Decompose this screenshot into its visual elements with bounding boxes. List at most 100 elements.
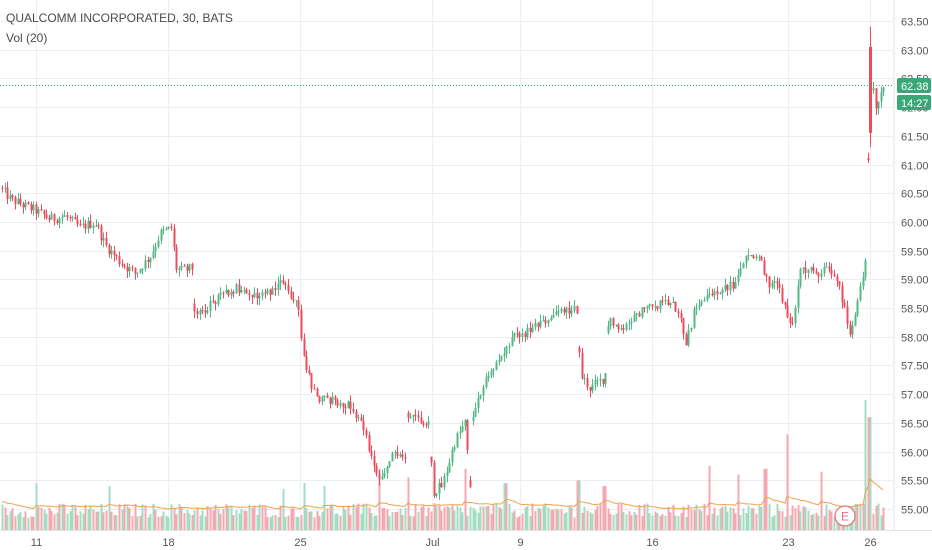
candle-body xyxy=(781,287,784,303)
candle-body xyxy=(446,471,449,477)
candle-body xyxy=(173,228,176,248)
candle-body xyxy=(131,267,134,269)
volume-bar xyxy=(362,503,365,530)
volume-bar xyxy=(27,517,30,530)
candle-body xyxy=(768,276,771,288)
volume-bar xyxy=(14,516,17,530)
candle-body xyxy=(833,274,836,277)
candle-body xyxy=(6,187,9,200)
candle-body xyxy=(264,292,267,294)
candle-body xyxy=(425,424,428,426)
volume-bar xyxy=(212,510,215,530)
candle-body xyxy=(40,209,43,211)
volume-bar xyxy=(261,505,264,530)
candle-body xyxy=(22,204,25,208)
volume-bar xyxy=(6,515,9,530)
candle-body xyxy=(820,273,823,277)
candle-body xyxy=(427,421,430,425)
candle-body xyxy=(196,311,199,315)
volume-bar xyxy=(134,503,137,530)
candle-body xyxy=(178,268,181,270)
volume-bar xyxy=(219,513,222,530)
volume-bar xyxy=(638,505,641,530)
candle-body xyxy=(206,311,209,313)
volume-bar xyxy=(604,486,607,530)
volume-bar xyxy=(173,508,176,530)
candle-body xyxy=(209,300,212,312)
candle-body xyxy=(690,327,693,331)
candle-body xyxy=(344,407,347,409)
volume-bar xyxy=(274,515,277,530)
candle-body xyxy=(726,285,729,291)
volume-bar xyxy=(752,508,755,530)
volume-bar xyxy=(820,471,823,530)
volume-bar xyxy=(323,486,326,530)
candle-body xyxy=(430,456,433,463)
candle-body xyxy=(661,300,664,302)
volume-bar xyxy=(45,513,48,530)
volume-bar xyxy=(113,515,116,530)
candle-body xyxy=(461,426,464,432)
time-axis[interactable]: 11 18 25 Jul 9 16 23 26 xyxy=(31,537,877,549)
volume-bar xyxy=(695,504,698,530)
candle-body xyxy=(511,337,514,347)
candle-body xyxy=(407,412,410,418)
candle-body xyxy=(271,288,274,295)
y-tick-label: 63.00 xyxy=(901,46,929,58)
volume-bar xyxy=(61,503,64,530)
candle-body xyxy=(61,217,64,219)
volume-bar xyxy=(456,505,459,530)
volume-bar xyxy=(755,513,758,530)
candle-body xyxy=(648,304,651,307)
candle-body xyxy=(737,274,740,282)
volume-bar xyxy=(128,507,131,530)
volume-bar xyxy=(453,510,456,530)
candle-body xyxy=(607,326,610,333)
volume-bar xyxy=(157,516,160,530)
volume-bar xyxy=(321,512,324,530)
candle-body xyxy=(557,311,560,313)
volume-bar xyxy=(136,516,139,530)
candle-body xyxy=(180,265,183,269)
volume-bar xyxy=(82,513,85,530)
y-tick-label: 58.00 xyxy=(901,333,929,345)
volume-bar xyxy=(115,515,118,530)
volume-bar xyxy=(664,515,667,530)
candle-body xyxy=(152,251,155,258)
volume-bar xyxy=(607,508,610,530)
candle-body xyxy=(123,265,126,267)
candle-body xyxy=(347,401,350,409)
candle-body xyxy=(872,88,875,91)
candle-body xyxy=(789,317,792,323)
candle-body xyxy=(539,320,542,327)
volume-bar xyxy=(570,507,573,530)
volume-bar xyxy=(537,507,540,530)
candle-body xyxy=(716,291,719,295)
candle-body xyxy=(63,215,66,218)
candle-body xyxy=(383,472,386,477)
volume-bar xyxy=(404,507,407,530)
candle-body xyxy=(544,320,547,324)
candle-body xyxy=(742,263,745,269)
volume-bar xyxy=(498,506,501,530)
candle-body xyxy=(791,322,794,324)
candle-body xyxy=(547,319,550,324)
candle-body xyxy=(227,290,230,296)
candle-body xyxy=(794,307,797,324)
volume-bar xyxy=(872,513,875,530)
candle-body xyxy=(854,315,857,326)
volume-bar xyxy=(867,417,870,530)
candle-body xyxy=(838,281,841,286)
candle-body xyxy=(412,414,415,417)
volume-bar xyxy=(563,513,566,530)
volume-bar xyxy=(789,515,792,530)
candle-body xyxy=(568,307,571,314)
candle-body xyxy=(66,215,69,218)
y-tick-label: 61.00 xyxy=(901,161,929,173)
volume-bar xyxy=(620,503,623,530)
candle-body xyxy=(183,265,186,267)
earnings-marker[interactable]: E xyxy=(834,505,856,527)
volume-bar xyxy=(144,505,147,530)
candle-body xyxy=(615,324,618,326)
